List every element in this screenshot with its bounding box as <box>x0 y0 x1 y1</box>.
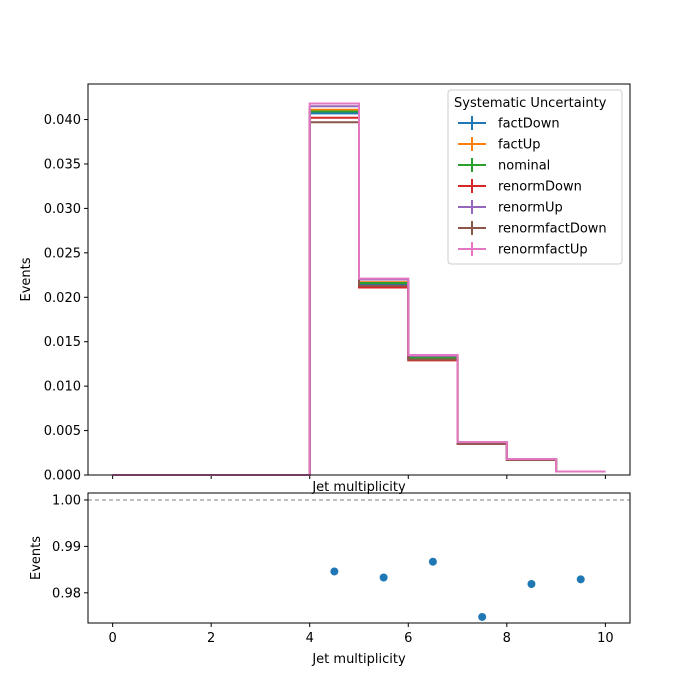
ratio-x-tick-label: 10 <box>597 631 614 646</box>
legend-label: factDown <box>498 117 560 132</box>
legend-label: renormDown <box>498 180 582 195</box>
main-y-tick-label: 0.035 <box>44 157 81 172</box>
legend-item-renormDown: renormDown <box>458 179 582 195</box>
ratio-point <box>428 557 437 566</box>
ratio-y-axis-label: Events <box>29 536 44 580</box>
main-plot-frame <box>87 83 631 476</box>
legend-label: renormfactDown <box>498 222 607 237</box>
legend-item-nominal: nominal <box>458 158 550 174</box>
main-x-axis-label: Jet multiplicity <box>311 480 406 495</box>
ratio-point <box>478 612 487 621</box>
main-y-axis-label: Events <box>19 257 34 301</box>
ratio-point <box>379 573 388 582</box>
legend-label: nominal <box>498 159 550 174</box>
legend-item-renormfactDown: renormfactDown <box>458 221 607 237</box>
main-y-tick-label: 0.020 <box>44 291 81 306</box>
ratio-y-tick-label: 0.99 <box>52 540 81 555</box>
ratio-x-tick-label: 4 <box>306 631 314 646</box>
ratio-panel: 0 2 4 6 8 10 0.98 0.99 1.00 Jet multiplicity Ev… <box>29 492 631 667</box>
main-y-ticks: 0.000 0.005 0.010 0.015 0.020 0.025 0.030 0.035… <box>44 113 88 484</box>
ratio-point <box>527 580 536 588</box>
ratio-y-tick-label: 0.98 <box>52 586 81 601</box>
legend-item-renormUp: renormUp <box>458 200 563 216</box>
main-y-tick-label: 0.015 <box>44 335 81 350</box>
ratio-x-tick-label: 6 <box>404 631 412 646</box>
ratio-x-tick-label: 0 <box>108 631 116 646</box>
main-y-tick-label: 0.005 <box>44 424 81 439</box>
ratio-x-tick-label: 2 <box>207 631 215 646</box>
ratio-point <box>330 567 339 576</box>
main-y-tick-label: 0.025 <box>44 246 81 261</box>
main-histogram-panel: 0.000 0.005 0.010 0.015 0.020 0.025 0.030 0.035… <box>19 83 631 495</box>
legend-items: factDown factUp nominal renormDown renormUp r… <box>458 116 607 258</box>
ratio-x-axis-label: Jet multiplicity <box>311 652 406 667</box>
main-y-tick-label: 0.040 <box>44 113 81 128</box>
legend-label: renormfactUp <box>498 243 588 258</box>
ratio-points <box>330 557 585 621</box>
legend-item-factDown: factDown <box>458 116 560 132</box>
ratio-x-tick-label: 8 <box>503 631 511 646</box>
legend-title: Systematic Uncertainty <box>454 96 607 111</box>
ratio-point <box>576 575 585 584</box>
main-y-tick-label: 0.000 <box>44 469 81 484</box>
main-y-tick-label: 0.010 <box>44 380 81 395</box>
legend-box <box>447 89 623 265</box>
legend-item-renormfactUp: renormfactUp <box>458 242 588 258</box>
ratio-x-ticks: 0 2 4 6 8 10 <box>108 623 614 646</box>
ratio-y-ticks: 0.98 0.99 1.00 <box>52 493 88 601</box>
ratio-y-tick-label: 1.00 <box>52 493 81 508</box>
ratio-plot-frame <box>87 492 631 624</box>
legend-label: renormUp <box>498 201 563 216</box>
legend-label: factUp <box>498 138 541 153</box>
main-y-tick-label: 0.030 <box>44 202 81 217</box>
legend-item-factUp: factUp <box>458 137 541 153</box>
legend: Systematic Uncertainty factDown factUp nom… <box>447 89 623 265</box>
